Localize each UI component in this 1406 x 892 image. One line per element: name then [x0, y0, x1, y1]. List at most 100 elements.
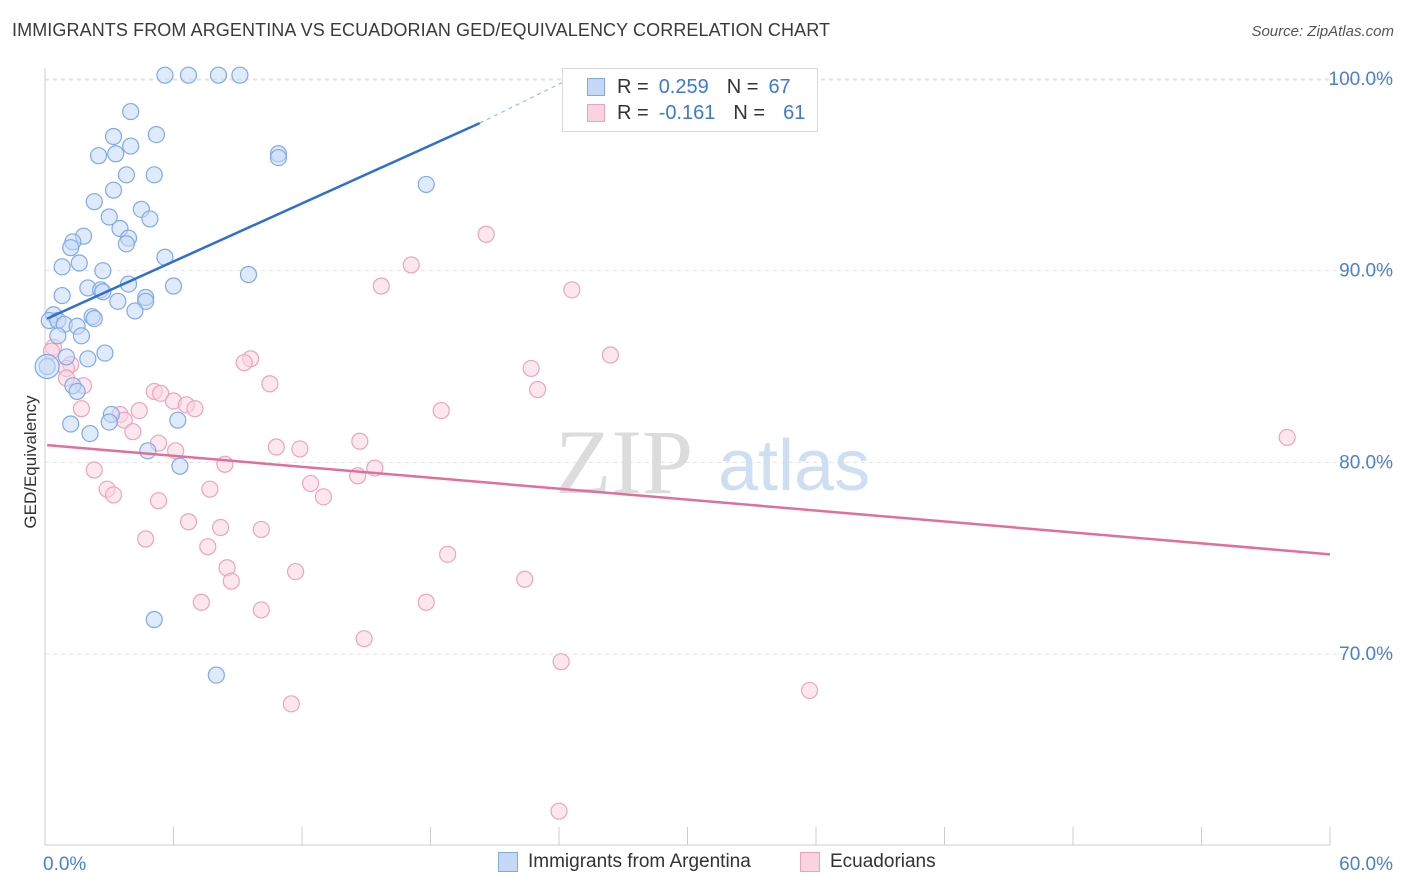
ecuadorians-point: [235, 354, 253, 372]
argentina-point: [117, 166, 135, 184]
legend-swatch-ecuadorians: [587, 104, 605, 122]
argentina-point: [62, 239, 80, 257]
argentina-point: [85, 309, 103, 328]
argentina-point: [141, 210, 159, 228]
source-credit: Source: ZipAtlas.com: [1251, 23, 1394, 40]
argentina-point: [209, 66, 228, 84]
ecuadorians-point: [212, 518, 230, 537]
argentina-point: [137, 292, 155, 310]
argentina-point: [145, 166, 163, 184]
series-legend-argentina[interactable]: Immigrants from Argentina: [498, 851, 751, 873]
argentina-point: [117, 235, 135, 253]
ecuadorians-point: [291, 440, 309, 458]
ecuadorians-point: [130, 401, 148, 420]
argentina-point: [145, 610, 163, 629]
argentina-point: [126, 302, 144, 320]
series-legend: Immigrants from Argentina Ecuadorians: [0, 851, 1406, 877]
argentina-point: [139, 442, 157, 460]
argentina-point: [104, 181, 123, 199]
ecuadorians-point: [72, 400, 91, 418]
argentina-point: [231, 66, 249, 84]
argentina-point: [72, 327, 91, 345]
ecuadorians-point: [477, 225, 495, 243]
ecuadorians-point: [439, 545, 457, 563]
legend-row-ecuadorians: R = -0.161 N = 61: [587, 101, 805, 125]
ecuadorians-point: [522, 359, 540, 378]
ecuadorians-point: [552, 653, 570, 671]
ecuadorians-point: [550, 802, 568, 820]
ecuadorians-point: [261, 375, 279, 393]
argentina-point: [100, 208, 118, 226]
ecuadorians-point: [192, 593, 210, 611]
legend-n-label: N =: [726, 75, 759, 98]
y-tick-label: 70.0%: [1339, 644, 1393, 665]
legend-r-value: 0.259: [658, 75, 709, 98]
ecuadorians-point: [252, 520, 270, 539]
ecuadorians-trend-line: [47, 443, 1331, 556]
argentina-point: [53, 286, 71, 305]
argentina-point: [239, 265, 258, 284]
series-label-argentina: Immigrants from Argentina: [528, 851, 751, 872]
legend-swatch-argentina: [587, 78, 605, 96]
ecuadorians-point: [201, 480, 219, 498]
ecuadorians-point: [301, 474, 320, 493]
series-legend-ecuadorians[interactable]: Ecuadorians: [800, 851, 936, 873]
ecuadorians-point: [186, 400, 204, 418]
y-axis-title: GED/Equivalency: [21, 395, 40, 529]
legend-n-value: 61: [783, 101, 806, 124]
argentina-point: [179, 66, 198, 84]
x-tick-label-max: 60.0%: [1339, 854, 1393, 875]
ecuadorians-point: [432, 401, 450, 420]
chart-title: IMMIGRANTS FROM ARGENTINA VS ECUADORIAN …: [12, 20, 831, 40]
ecuadorians-point: [282, 695, 300, 713]
argentina-trend-line: [46, 121, 481, 320]
ecuadorians-point: [286, 562, 305, 581]
argentina-point: [89, 147, 108, 165]
series-label-ecuadorians: Ecuadorians: [830, 851, 936, 872]
ecuadorians-point: [417, 593, 435, 611]
ecuadorians-point: [314, 488, 333, 506]
ecuadorians-point: [267, 438, 285, 456]
ecuadorians-point: [351, 432, 369, 450]
ecuadorians-point: [179, 513, 198, 531]
argentina-point: [70, 254, 88, 272]
argentina-point: [49, 327, 67, 345]
argentina-point: [122, 137, 140, 155]
y-tick-label: 100.0%: [1329, 69, 1394, 90]
argentina-point: [34, 353, 60, 380]
series-swatch-ecuadorians: [800, 852, 820, 872]
ecuadorians-point: [601, 346, 620, 364]
argentina-point: [147, 125, 165, 144]
ecuadorians-point: [149, 492, 168, 510]
ecuadorians-point: [137, 530, 155, 548]
ecuadorians-point: [104, 486, 123, 504]
argentina-points: [34, 66, 435, 684]
argentina-point: [96, 344, 114, 362]
ecuadorians-point: [355, 630, 373, 648]
legend-n-label: N =: [733, 101, 766, 124]
axis-labels: 70.0% 80.0% 90.0% 100.0% 0.0% 60.0% GED/Equiva…: [21, 69, 1393, 875]
legend-r-label: R =: [617, 75, 649, 98]
ecuadorians-point: [528, 380, 547, 399]
ecuadorians-point: [800, 681, 819, 700]
correlation-legend: R = 0.259 N = 67 R = -0.161 N = 61: [562, 68, 818, 132]
argentina-point: [207, 666, 225, 684]
legend-n-value: 67: [768, 75, 791, 98]
x-tick-label-min: 0.0%: [43, 854, 86, 875]
argentina-point: [62, 415, 80, 433]
ecuadorians-point: [152, 384, 170, 402]
y-tick-label: 90.0%: [1339, 261, 1393, 282]
ecuadorians-point: [124, 423, 142, 441]
argentina-point: [109, 292, 127, 310]
argentina-point: [81, 424, 99, 443]
ecuadorians-point: [563, 281, 581, 299]
argentina-point: [104, 127, 123, 146]
ecuadorians-point: [222, 572, 240, 590]
argentina-point: [169, 411, 187, 429]
argentina-point: [171, 457, 189, 475]
axes-layer: [44, 68, 1331, 846]
argentina-point: [164, 277, 183, 295]
argentina-point: [156, 66, 174, 84]
argentina-point: [57, 348, 76, 366]
